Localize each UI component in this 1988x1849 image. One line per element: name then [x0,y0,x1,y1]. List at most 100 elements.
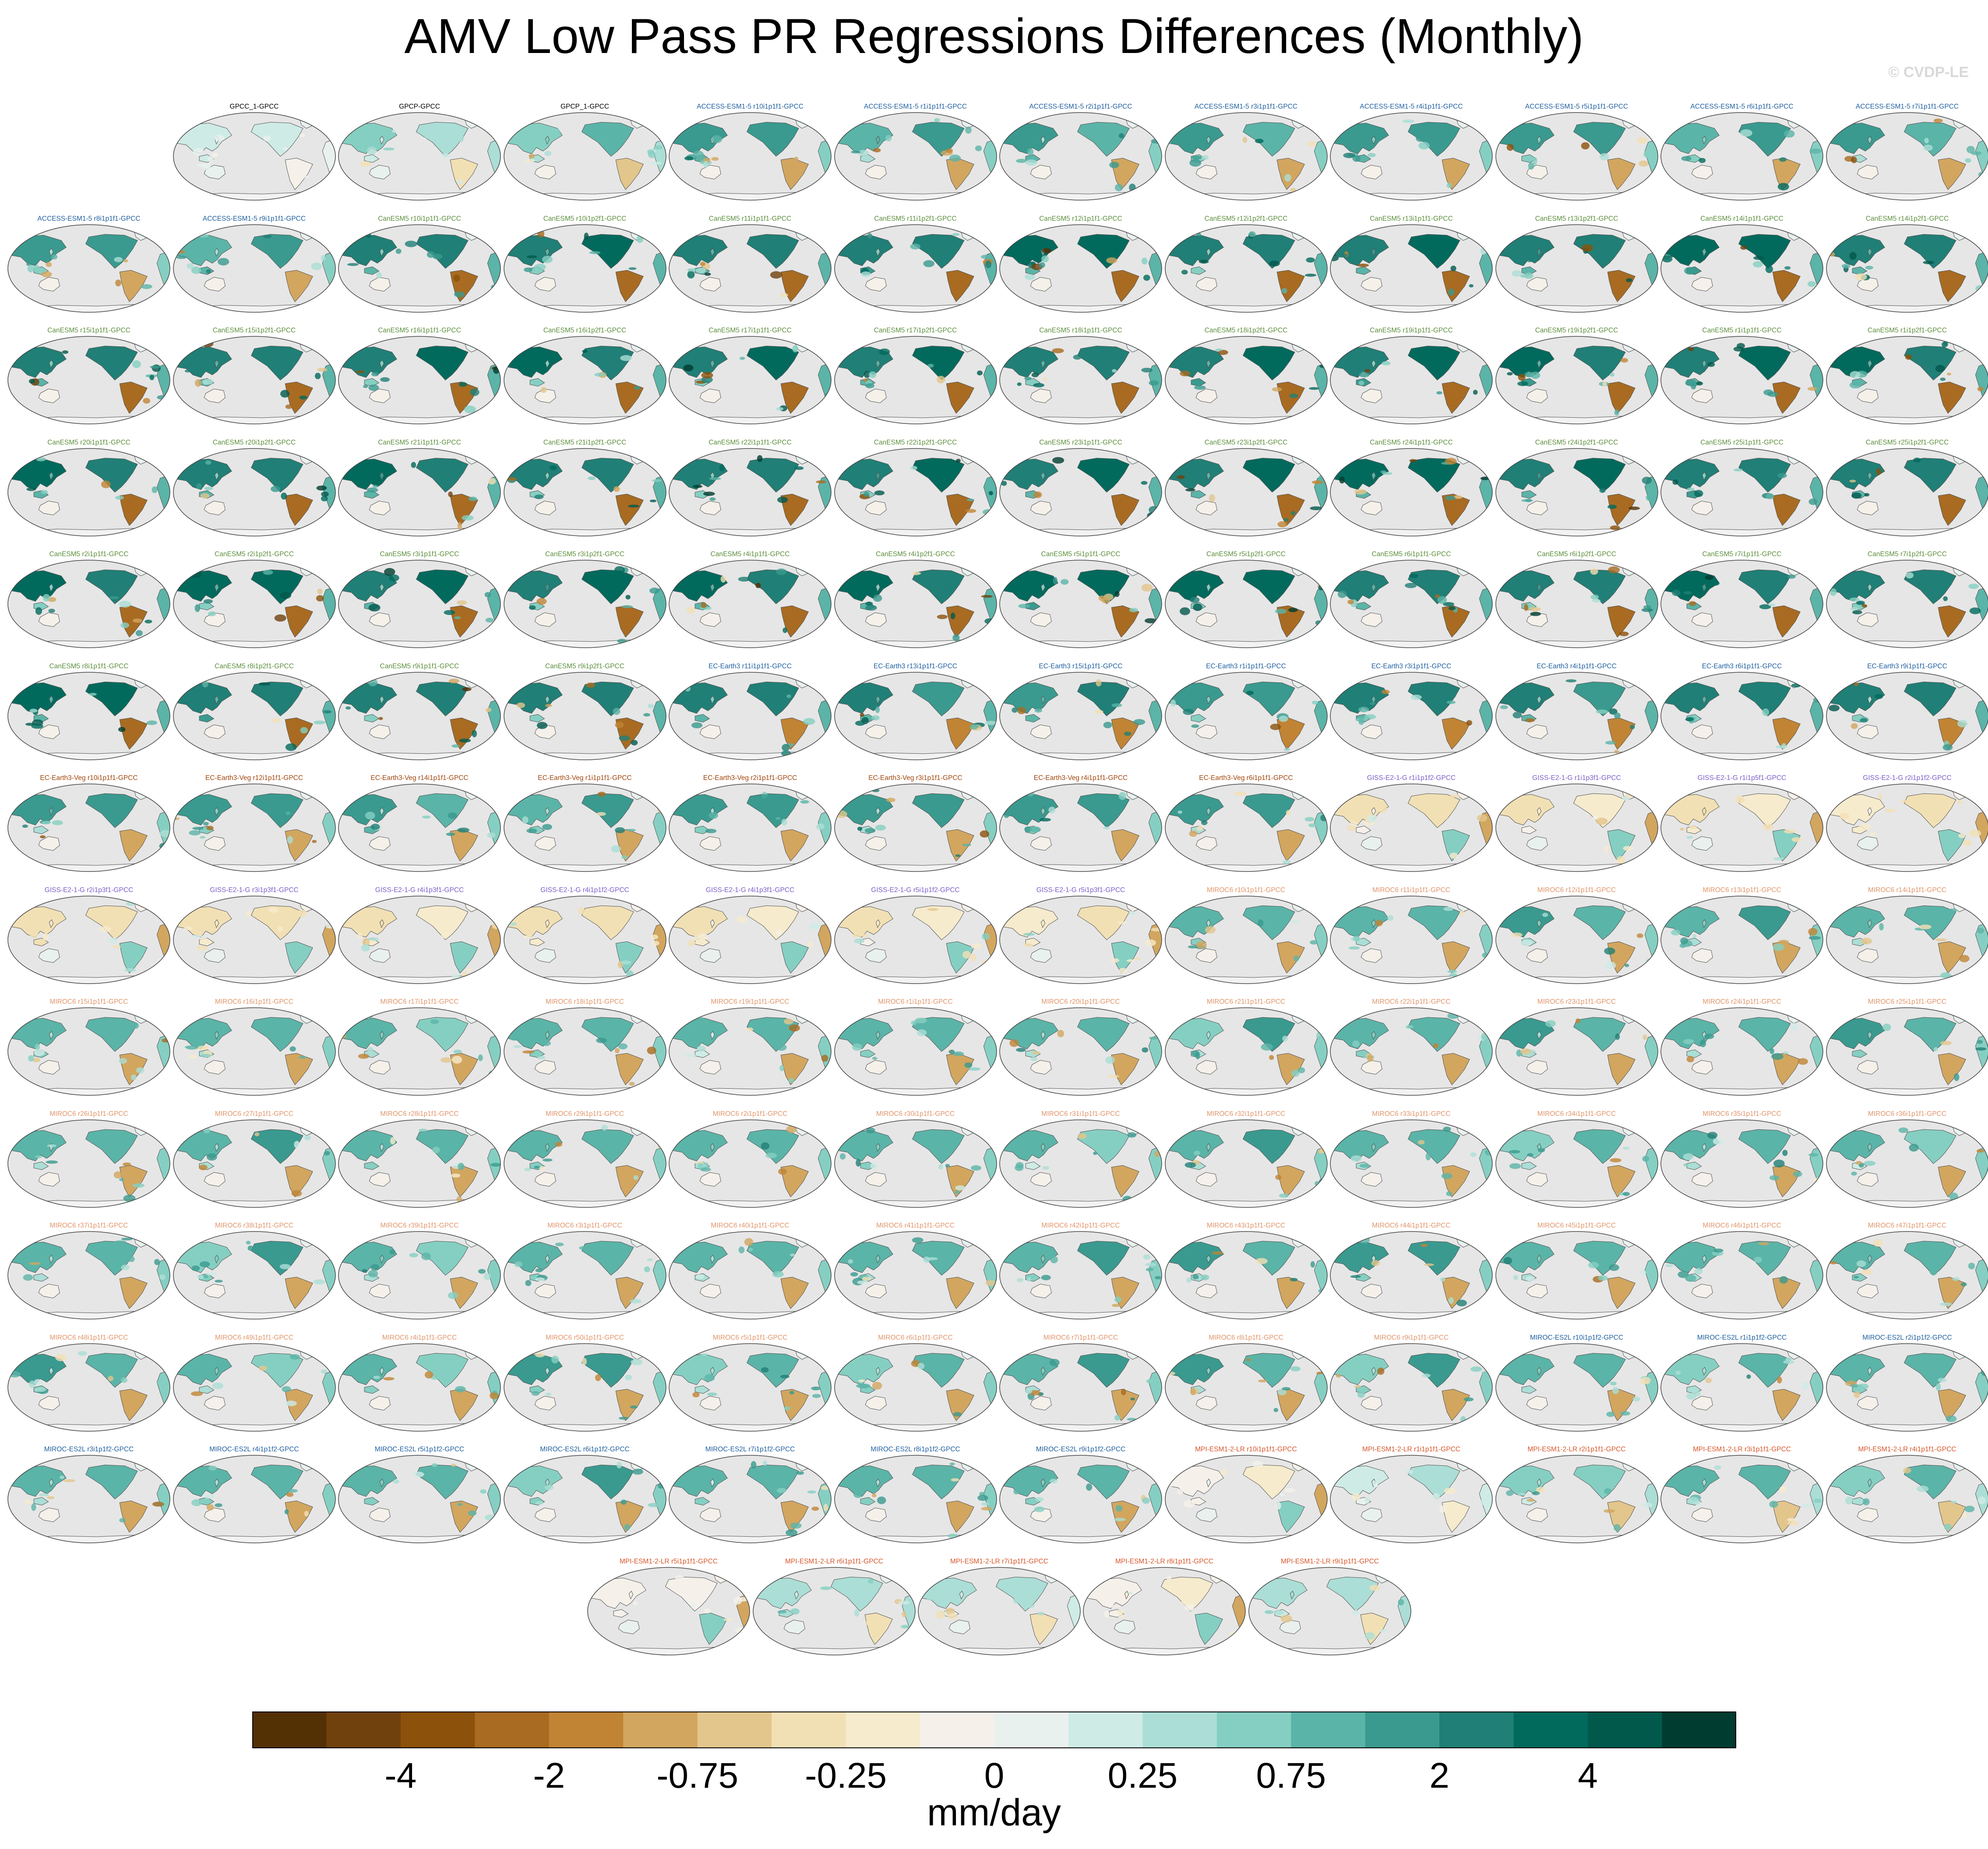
regression-patch [1033,383,1045,388]
regression-patch [1858,1163,1864,1168]
regression-patch [1142,1497,1150,1504]
regression-patch [1653,1475,1658,1483]
regression-patch [701,602,707,608]
land-australia [1691,1507,1713,1522]
panel-map [7,1343,170,1432]
land-japan [214,1031,219,1040]
land-australia [1030,1395,1052,1411]
land-samerica [1276,1053,1305,1085]
regression-patch [1506,144,1514,151]
regression-patch [613,1596,624,1599]
land-eurasia [1664,1129,1720,1161]
land-australia [865,1060,887,1075]
regression-patch [457,827,469,833]
regression-patch [345,706,351,709]
panel-map [503,1455,666,1543]
map-panel: CanESM5 r19i1p2f1-GPCC [1495,327,1659,427]
regression-patch [1447,1013,1459,1019]
panel-label: MIROC-ES2L r7i1p1f2-GPCC [705,1446,795,1453]
map-border [1164,1231,1328,1320]
land-japan [1206,1255,1211,1264]
land-namerica [746,1241,799,1276]
regression-patch [361,944,370,951]
regression-patch [661,176,666,183]
regression-patch [109,937,118,944]
panel-map [999,336,1162,424]
land-japan [379,360,384,369]
regression-patch [293,1140,300,1148]
land-australia [1691,388,1713,403]
regression-patch [1849,597,1860,602]
land-samerica [285,605,313,638]
land-australia [369,388,391,403]
regression-patch [779,1065,784,1072]
regression-patch [1982,1182,1988,1185]
regression-patch [683,364,694,371]
regression-patch [792,345,798,353]
regression-patch [1249,1595,1251,1601]
regression-patch [614,1612,621,1616]
regression-patch [444,610,455,615]
regression-patch [649,587,659,594]
regression-patch [1575,1018,1580,1023]
regression-patch [620,355,632,361]
regression-patch [698,1162,703,1169]
regression-patch [650,934,658,939]
regression-patch [535,1352,545,1357]
map-border [1495,1343,1658,1432]
land-eurasia [341,1353,397,1385]
land-eurasia [507,794,563,826]
regression-patch [1220,1469,1227,1475]
land-japan [545,1031,550,1040]
panel-map [338,560,501,648]
panel-map [587,1567,750,1655]
land-namerica [1903,122,1956,157]
colorbar-swatch [549,1711,624,1748]
land-australia [38,388,60,403]
land-japan [710,695,715,704]
regression-patch [383,1376,395,1380]
map-panel: EC-Earth3 r13i1p1f1-GPCC [834,663,998,763]
regression-patch [1937,1377,1946,1382]
land-australia [1361,724,1382,739]
regression-patch [35,607,42,615]
regression-patch [1444,1488,1456,1494]
regression-patch [620,960,631,964]
regression-patch [755,582,761,588]
land-japan [710,247,715,257]
regression-patch [871,1493,876,1498]
land-seasia [860,937,875,946]
regression-patch [1669,124,1680,131]
map-panel: MIROC6 r4i1p1f1-GPCC [338,1334,501,1435]
regression-patch [314,373,321,379]
land-seasia [33,1273,49,1282]
panel-label: MIROC6 r25i1p1f1-GPCC [1868,998,1947,1006]
land-namerica [416,905,469,940]
panel-label: MIROC-ES2L r10i1p1f2-GPCC [1530,1334,1624,1341]
regression-patch [1145,618,1156,624]
land-eurasia [176,123,232,154]
regression-patch [316,485,327,490]
regression-patch [1255,138,1264,144]
regression-patch [1026,1277,1031,1282]
regression-patch [682,1239,689,1243]
regression-patch [31,1503,36,1511]
regression-patch [1117,1614,1124,1617]
regression-patch [1503,1359,1507,1363]
land-japan [959,1590,964,1599]
regression-patch [131,1074,137,1080]
land-eurasia [11,1018,67,1049]
regression-patch [1746,1374,1751,1379]
map-panel: MIROC6 r6i1p1f1-GPCC [834,1334,998,1435]
regression-patch [8,471,13,479]
land-seasia [1521,490,1537,499]
land-samerica [1772,717,1801,750]
panel-map [1330,783,1493,872]
panel-map [834,1455,997,1543]
panel-map [834,671,997,760]
regression-patch [626,829,636,832]
regression-patch [1707,1132,1718,1139]
regression-patch [114,1240,126,1243]
regression-patch [555,1242,564,1246]
map-panel: GISS-E2-1-G r4i1p1f2-GPCC [503,886,667,987]
